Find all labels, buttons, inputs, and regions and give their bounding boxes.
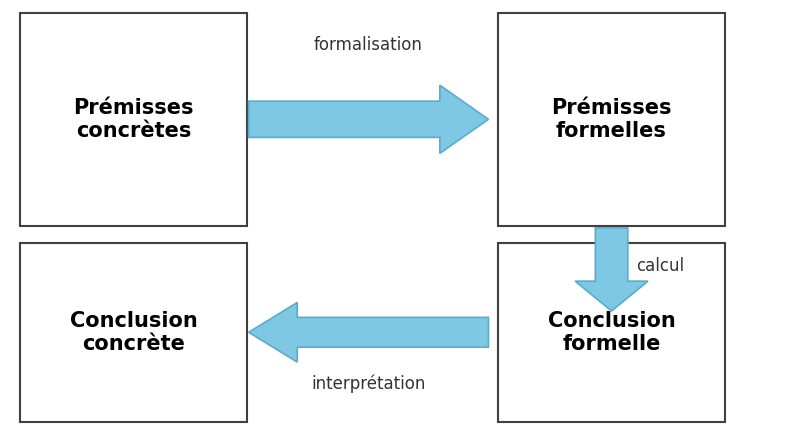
Text: Conclusion
formelle: Conclusion formelle xyxy=(548,311,676,354)
FancyArrow shape xyxy=(249,85,488,153)
Text: formalisation: formalisation xyxy=(314,36,423,54)
FancyArrow shape xyxy=(575,228,648,311)
Text: Prémisses
formelles: Prémisses formelles xyxy=(552,98,671,141)
FancyBboxPatch shape xyxy=(498,13,725,226)
Text: Conclusion
concrète: Conclusion concrète xyxy=(70,311,198,354)
FancyBboxPatch shape xyxy=(20,13,247,226)
Text: interprétation: interprétation xyxy=(311,374,426,393)
Text: calcul: calcul xyxy=(636,257,684,275)
FancyBboxPatch shape xyxy=(20,243,247,422)
FancyArrow shape xyxy=(249,302,488,362)
Text: Prémisses
concrètes: Prémisses concrètes xyxy=(74,98,194,141)
FancyBboxPatch shape xyxy=(498,243,725,422)
